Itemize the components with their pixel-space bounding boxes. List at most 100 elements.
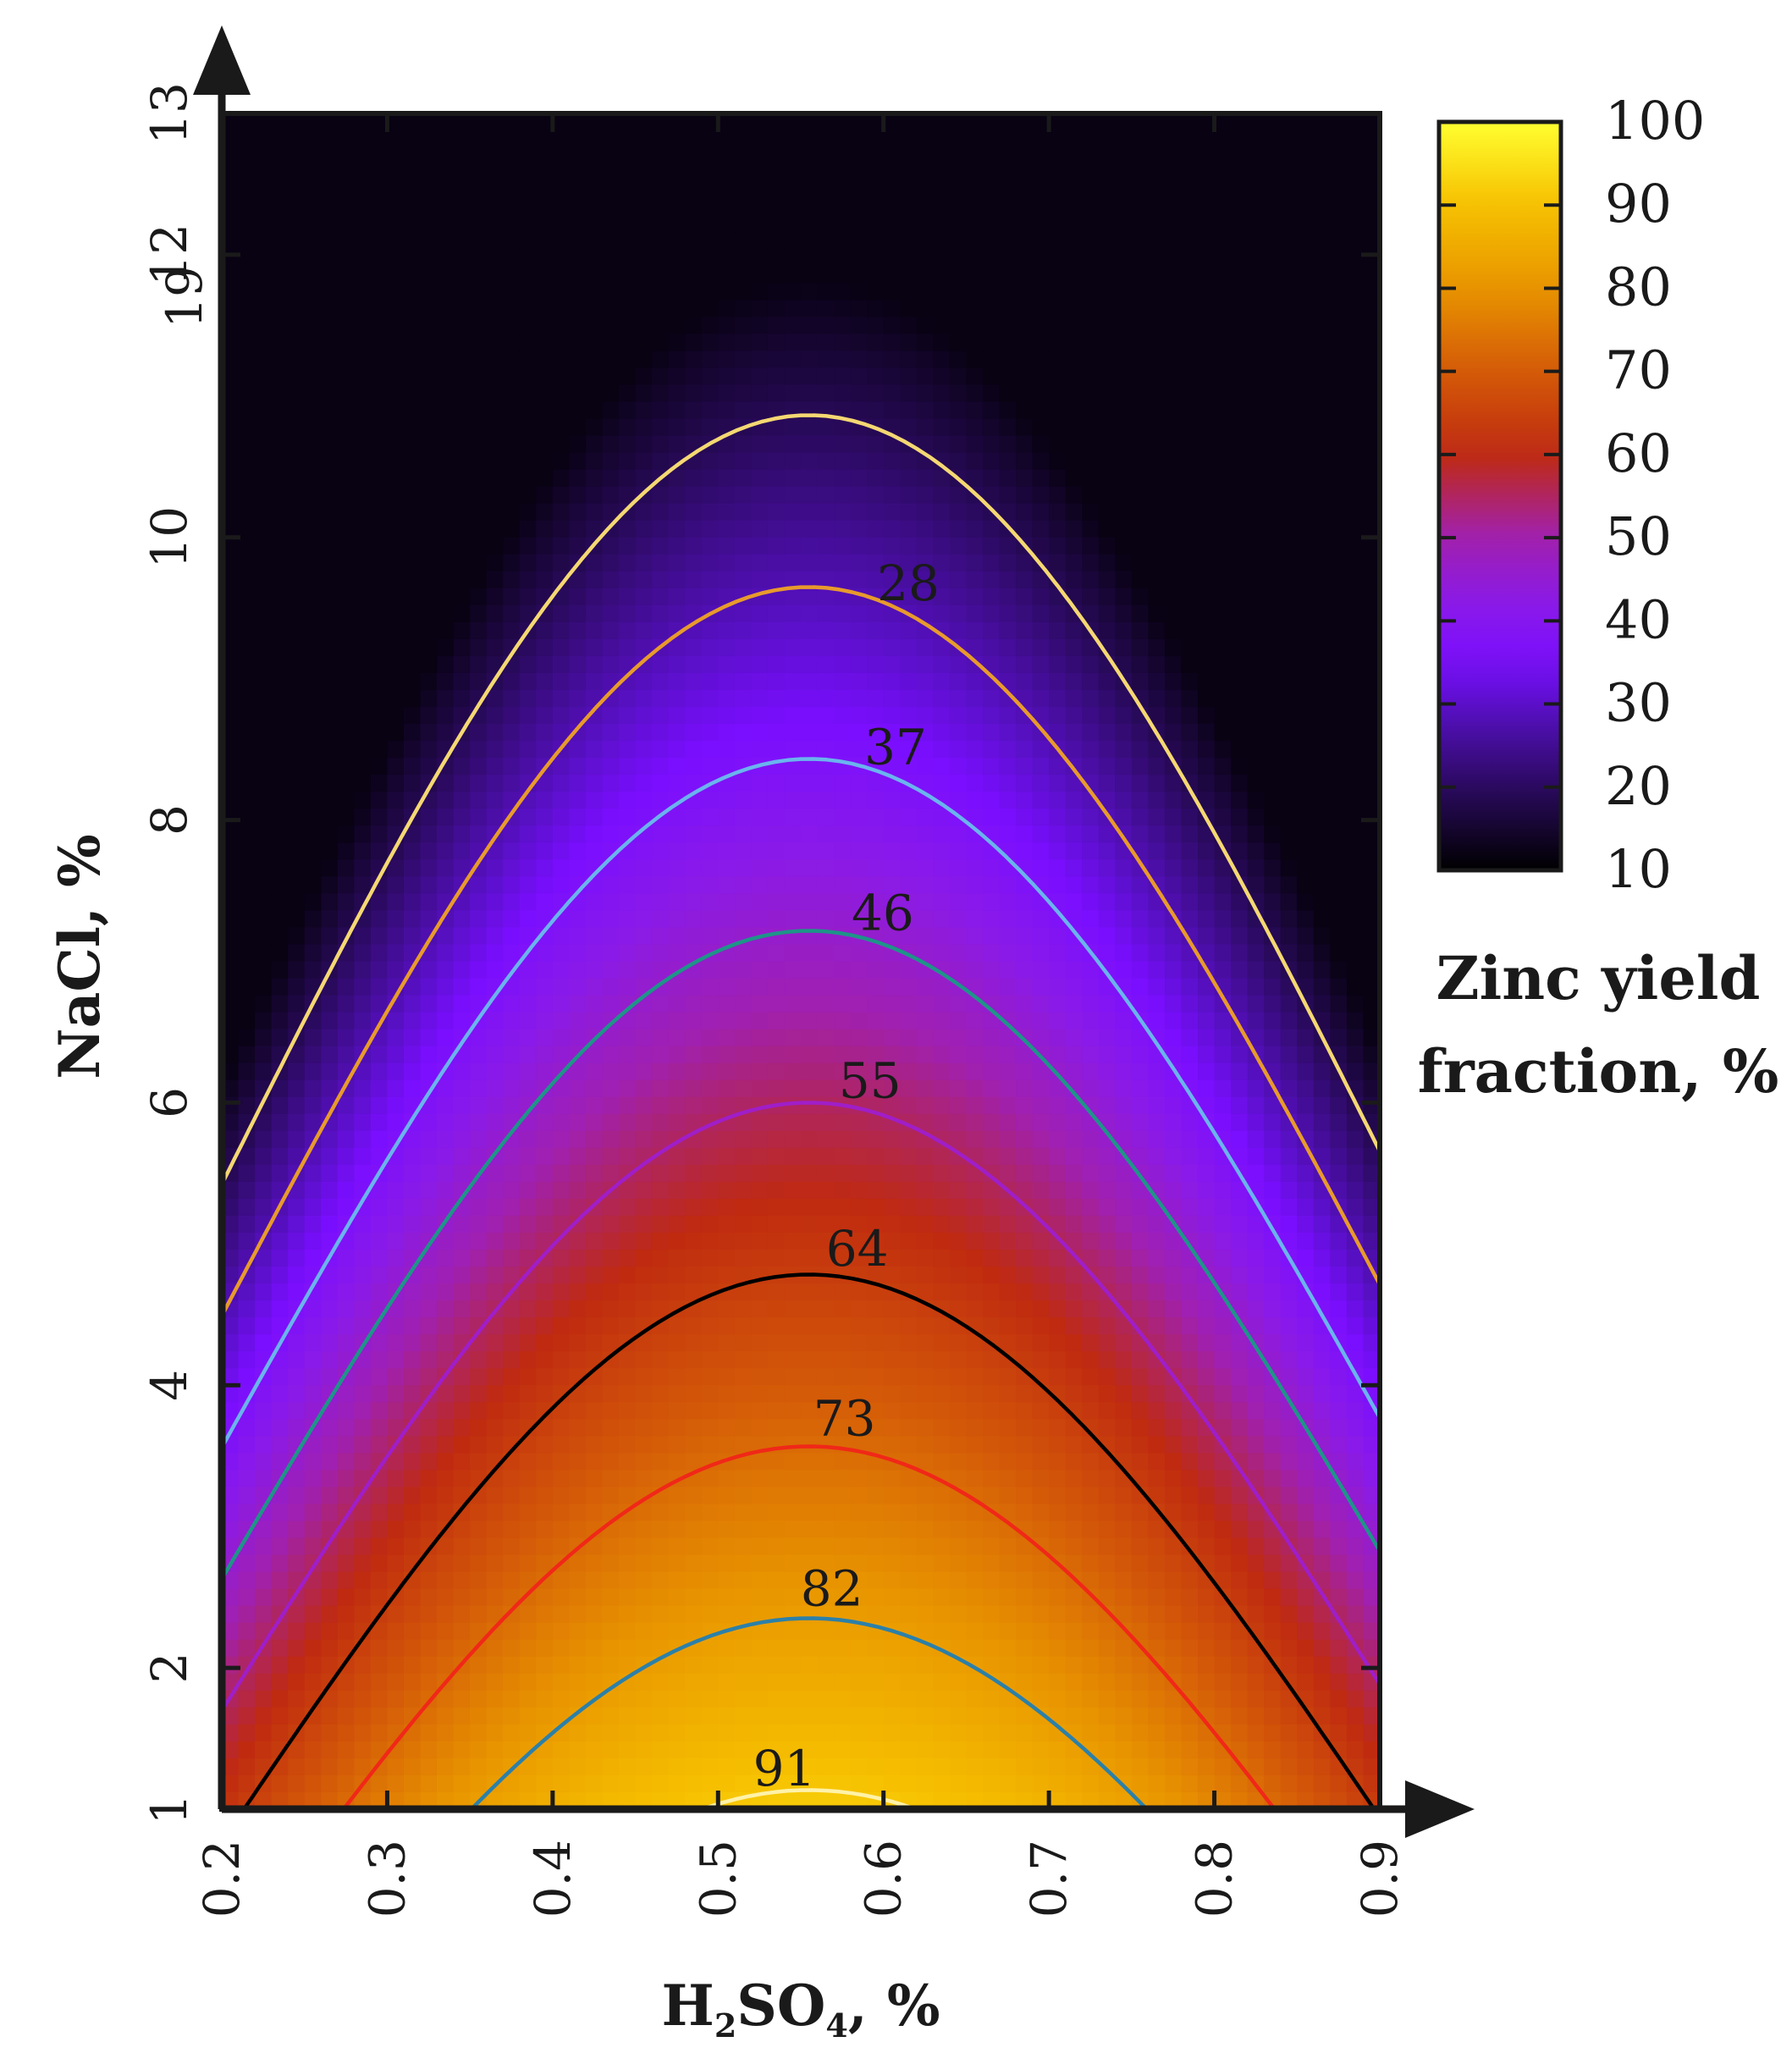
heatmap-cell — [734, 1774, 753, 1793]
heatmap-cell — [288, 825, 306, 844]
heatmap-cell — [453, 147, 471, 165]
heatmap-cell — [222, 588, 240, 606]
heatmap-cell — [403, 995, 422, 1013]
heatmap-cell — [817, 690, 835, 708]
heatmap-cell — [652, 181, 670, 199]
heatmap-cell — [784, 995, 802, 1013]
heatmap-cell — [701, 554, 720, 572]
heatmap-cell — [652, 910, 670, 929]
heatmap-cell — [933, 266, 951, 284]
heatmap-cell — [288, 1419, 306, 1438]
heatmap-cell — [900, 334, 918, 352]
heatmap-cell — [370, 1774, 389, 1793]
heatmap-cell — [999, 1164, 1017, 1183]
heatmap-cell — [337, 842, 356, 861]
heatmap-cell — [933, 1096, 951, 1115]
heatmap-cell — [949, 690, 968, 708]
heatmap-cell — [519, 249, 538, 268]
heatmap-cell — [536, 147, 554, 165]
heatmap-cell — [966, 604, 984, 623]
heatmap-cell — [900, 367, 918, 386]
heatmap-cell — [668, 147, 686, 165]
heatmap-cell — [486, 1690, 505, 1708]
heatmap-cell — [701, 1029, 720, 1047]
heatmap-cell — [337, 1250, 356, 1267]
heatmap-cell — [354, 1029, 372, 1047]
heatmap-cell — [619, 164, 637, 182]
heatmap-cell — [321, 300, 339, 318]
heatmap-cell — [635, 1283, 653, 1301]
heatmap-cell — [486, 944, 505, 963]
heatmap-cell — [701, 995, 720, 1013]
heatmap-cell — [387, 1046, 405, 1064]
heatmap-cell — [503, 537, 521, 555]
heatmap-cell — [238, 876, 256, 895]
heatmap-cell — [685, 520, 703, 538]
heatmap-cell — [1032, 418, 1050, 437]
heatmap-cell — [982, 571, 1001, 589]
heatmap-cell — [585, 1283, 604, 1301]
heatmap-cell — [585, 1520, 604, 1539]
heatmap-cell — [982, 758, 1001, 775]
heatmap-cell — [999, 655, 1017, 674]
heatmap-cell — [437, 1402, 455, 1421]
heatmap-cell — [966, 1012, 984, 1030]
heatmap-cell — [288, 300, 306, 318]
heatmap-cell — [1016, 724, 1034, 742]
heatmap-cell — [784, 893, 802, 912]
heatmap-cell — [304, 164, 323, 182]
heatmap-cell — [801, 1470, 819, 1488]
heatmap-cell — [834, 435, 852, 454]
heatmap-cell — [933, 1504, 951, 1522]
heatmap-cell — [1032, 672, 1050, 691]
heatmap-cell — [652, 367, 670, 386]
heatmap-cell — [999, 1317, 1017, 1335]
heatmap-cell — [982, 724, 1001, 742]
heatmap-cell — [403, 1453, 422, 1471]
heatmap-cell — [453, 978, 471, 996]
heatmap-cell — [652, 1724, 670, 1742]
heatmap-cell — [503, 893, 521, 912]
heatmap-cell — [635, 1368, 653, 1387]
heatmap-cell — [1016, 1487, 1034, 1505]
heatmap-cell — [288, 130, 306, 148]
heatmap-cell — [255, 1554, 273, 1573]
heatmap-cell — [569, 944, 587, 963]
heatmap-cell — [850, 1113, 868, 1132]
heatmap-cell — [916, 604, 935, 623]
heatmap-cell — [552, 1385, 571, 1404]
heatmap-cell — [420, 638, 438, 657]
heatmap-cell — [734, 1554, 753, 1573]
heatmap-cell — [619, 554, 637, 572]
heatmap-cell — [321, 1436, 339, 1454]
heatmap-cell — [883, 1046, 902, 1064]
heatmap-cell — [850, 1758, 868, 1776]
heatmap-cell — [817, 1250, 835, 1267]
heatmap-cell — [255, 384, 273, 403]
heatmap-cell — [238, 1164, 256, 1183]
heatmap-cell — [602, 1300, 620, 1318]
heatmap-cell — [635, 1300, 653, 1318]
heatmap-cell — [949, 1198, 968, 1217]
heatmap-cell — [883, 1181, 902, 1200]
heatmap-cell — [602, 1334, 620, 1352]
heatmap-cell — [536, 825, 554, 844]
heatmap-cell — [569, 350, 587, 369]
heatmap-cell — [321, 367, 339, 386]
heatmap-cell — [652, 604, 670, 623]
heatmap-cell — [569, 1741, 587, 1759]
heatmap-cell — [271, 503, 289, 522]
heatmap-cell — [354, 554, 372, 572]
heatmap-cell — [552, 1046, 571, 1064]
heatmap-cell — [982, 1283, 1001, 1301]
heatmap-cell — [387, 1250, 405, 1267]
heatmap-cell — [1032, 266, 1050, 284]
heatmap-cell — [619, 520, 637, 538]
heatmap-cell — [1016, 1571, 1034, 1590]
heatmap-cell — [850, 130, 868, 148]
heatmap-cell — [1032, 283, 1050, 301]
heatmap-cell — [503, 1520, 521, 1539]
heatmap-cell — [718, 655, 736, 674]
heatmap-cell — [238, 486, 256, 505]
heatmap-cell — [734, 147, 753, 165]
